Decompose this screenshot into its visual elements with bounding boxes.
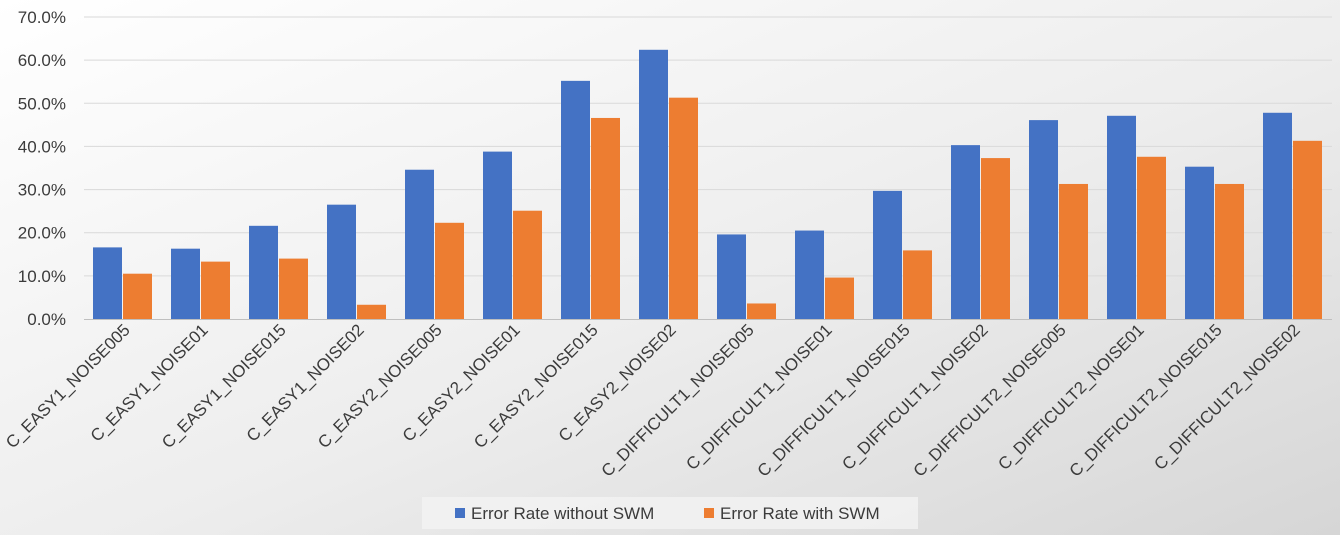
bar-without-swm — [873, 190, 902, 319]
bar-without-swm — [951, 145, 980, 319]
x-axis-category-labels: C_EASY1_NOISE005C_EASY1_NOISE01C_EASY1_N… — [2, 320, 1304, 480]
x-category-label: C_DIFFICULT1_NOISE005 — [598, 320, 758, 480]
y-tick-label: 10.0% — [18, 267, 66, 286]
bar-with-swm — [279, 258, 308, 319]
y-tick-label: 0.0% — [27, 310, 66, 329]
bar-without-swm — [561, 80, 590, 319]
bar-with-swm — [669, 97, 698, 319]
legend: Error Rate without SWM Error Rate with SW… — [422, 497, 918, 529]
bar-with-swm — [201, 261, 230, 319]
bar-with-swm — [1137, 156, 1166, 319]
bar-with-swm — [591, 117, 620, 319]
bar-with-swm — [1059, 183, 1088, 319]
legend-box — [422, 497, 918, 529]
bar-without-swm — [249, 225, 278, 319]
y-axis-tick-labels: 0.0% 10.0% 20.0% 30.0% 40.0% 50.0% 60.0% 70.0% — [18, 8, 66, 329]
bar-with-swm — [903, 250, 932, 319]
y-tick-label: 20.0% — [18, 224, 66, 243]
bar-with-swm — [513, 210, 542, 319]
y-tick-label: 40.0% — [18, 137, 66, 156]
bar-with-swm — [747, 303, 776, 319]
y-tick-label: 60.0% — [18, 51, 66, 70]
y-tick-label: 30.0% — [18, 181, 66, 200]
x-category-label: C_DIFFICULT1_NOISE02 — [838, 320, 991, 473]
bar-without-swm — [171, 248, 200, 319]
bar-with-swm — [1215, 183, 1244, 319]
x-category-label: C_DIFFICULT2_NOISE015 — [1066, 320, 1226, 480]
bar-with-swm — [1293, 140, 1322, 319]
bar-without-swm — [405, 169, 434, 319]
legend-label: Error Rate without SWM — [471, 504, 654, 523]
legend-label: Error Rate with SWM — [720, 504, 880, 523]
legend-swatch — [704, 508, 714, 518]
bar-without-swm — [327, 204, 356, 319]
x-category-label: C_DIFFICULT2_NOISE01 — [994, 320, 1147, 473]
x-category-label: C_DIFFICULT1_NOISE015 — [754, 320, 914, 480]
bar-with-swm — [123, 273, 152, 319]
x-category-label: C_DIFFICULT2_NOISE005 — [910, 320, 1070, 480]
gridlines — [84, 16, 1332, 277]
bar-with-swm — [981, 158, 1010, 319]
y-tick-label: 70.0% — [18, 8, 66, 27]
bar-without-swm — [1185, 166, 1214, 319]
bar-without-swm — [483, 151, 512, 319]
bars — [93, 49, 1322, 320]
x-category-label: C_DIFFICULT1_NOISE01 — [682, 320, 835, 473]
bar-without-swm — [795, 230, 824, 319]
bar-without-swm — [717, 234, 746, 319]
bar-with-swm — [825, 277, 854, 319]
bar-without-swm — [1107, 115, 1136, 319]
bar-without-swm — [639, 49, 668, 319]
legend-swatch — [455, 508, 465, 518]
bar-without-swm — [93, 247, 122, 319]
bar-without-swm — [1029, 120, 1058, 320]
x-category-label: C_EASY1_NOISE005 — [2, 320, 134, 452]
x-category-label: C_DIFFICULT2_NOISE02 — [1150, 320, 1303, 473]
bar-with-swm — [357, 304, 386, 319]
bar-without-swm — [1263, 112, 1292, 319]
y-tick-label: 50.0% — [18, 94, 66, 113]
bar-with-swm — [435, 222, 464, 319]
